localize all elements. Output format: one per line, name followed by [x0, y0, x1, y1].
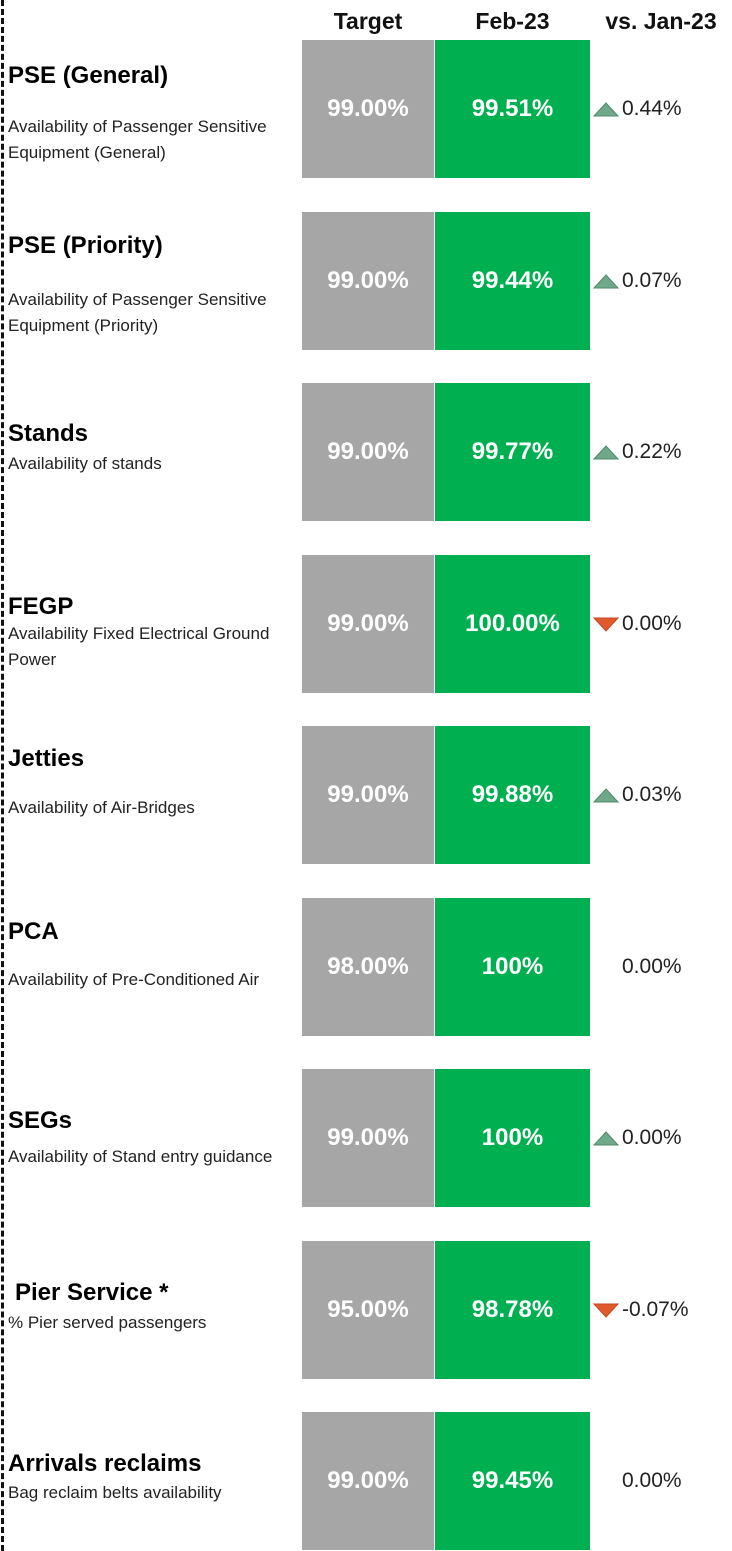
column-header: Target	[333, 8, 403, 34]
trend-arrow	[592, 1131, 620, 1146]
row-title: Arrivals reclaims	[8, 1450, 202, 1477]
row-title: PCA	[8, 917, 59, 945]
change-value: 0.00%	[622, 954, 682, 978]
row-title: Stands	[8, 420, 89, 447]
change-value: 0.00%	[622, 1126, 682, 1149]
row-description: Bag reclaim belts availability	[8, 1483, 222, 1502]
row-title: SEGs	[8, 1107, 73, 1134]
target-cell: 99.00%	[302, 40, 434, 178]
change-value: 0.07%	[622, 268, 682, 292]
row-title: FEGP	[8, 592, 74, 620]
row-title: PSE (General)	[8, 62, 169, 89]
actual-cell: 99.77%	[435, 383, 590, 521]
trend-arrow-shape	[592, 273, 620, 288]
row-description: Availability of Stand entry guidance	[8, 1147, 273, 1166]
actual-cell: 99.51%	[435, 40, 590, 178]
target-cell: 99.00%	[302, 1412, 434, 1550]
target-cell: 99.00%	[302, 1069, 434, 1207]
change-value: 0.03%	[622, 783, 682, 806]
actual-cell: 100.00%	[435, 554, 590, 693]
row-description: Availability of Air-Bridges	[8, 798, 195, 817]
trend-arrow	[592, 102, 620, 117]
target-cell: 95.00%	[302, 1240, 434, 1379]
row-title: Jetties	[8, 745, 85, 772]
change-value: -0.07%	[622, 1297, 689, 1321]
trend-arrow	[592, 1303, 620, 1318]
actual-cell: 99.88%	[435, 726, 590, 864]
row-title: PSE (Priority)	[8, 231, 163, 259]
column-header: vs. Jan-23	[605, 8, 717, 34]
target-cell: 99.00%	[302, 554, 434, 693]
actual-cell: 100%	[435, 1069, 590, 1207]
row-description: Availability of Passenger Sensitive Equi…	[8, 117, 267, 162]
row-description: Availability Fixed Electrical Ground Pow…	[8, 623, 270, 669]
actual-cell: 99.45%	[435, 1412, 590, 1550]
target-cell: 98.00%	[302, 897, 434, 1036]
trend-arrow-shape	[592, 788, 620, 803]
target-cell: 99.00%	[302, 726, 434, 864]
row-title: Pier Service *	[15, 1278, 169, 1306]
trend-arrow	[592, 788, 620, 803]
row-description: Availability of Pre-Conditioned Air	[8, 969, 260, 989]
actual-cell: 98.78%	[435, 1240, 590, 1379]
dashed-border	[1, 0, 4, 1551]
trend-arrow	[592, 445, 620, 460]
trend-arrow-shape	[592, 1131, 620, 1146]
actual-cell: 99.44%	[435, 211, 590, 350]
trend-arrow-shape	[592, 1303, 620, 1318]
change-value: 0.00%	[622, 611, 682, 635]
trend-arrow	[592, 273, 620, 288]
target-cell: 99.00%	[302, 383, 434, 521]
change-value: 0.22%	[622, 440, 682, 463]
row-description: Availability of stands	[8, 454, 162, 473]
trend-arrow-shape	[592, 617, 620, 632]
column-header: Feb-23	[475, 8, 550, 34]
actual-cell: 100%	[435, 897, 590, 1036]
row-description: % Pier served passengers	[8, 1312, 207, 1332]
trend-arrow	[592, 617, 620, 632]
change-value: 0.00%	[622, 1469, 682, 1492]
trend-arrow-shape	[592, 102, 620, 117]
target-cell: 99.00%	[302, 211, 434, 350]
row-description: Availability of Passenger Sensitive Equi…	[8, 289, 267, 335]
trend-arrow-shape	[592, 445, 620, 460]
change-value: 0.44%	[622, 97, 682, 120]
